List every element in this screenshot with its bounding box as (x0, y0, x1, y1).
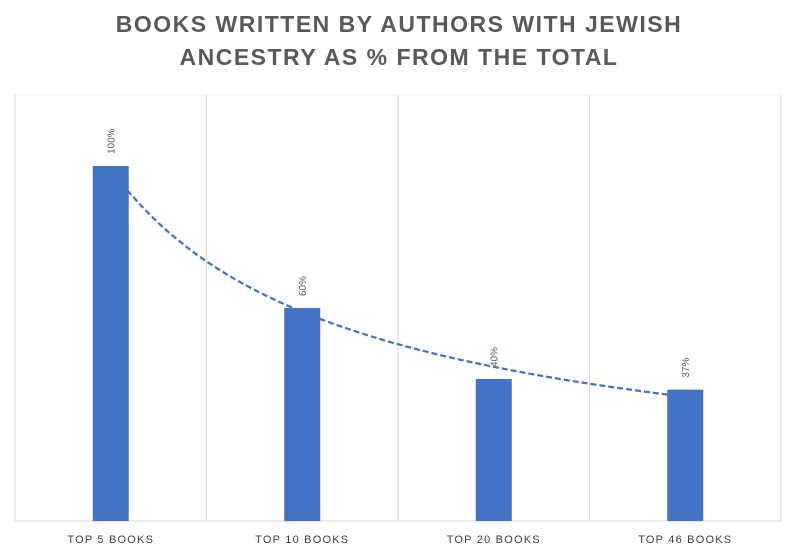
chart-title-line-1: BOOKS WRITTEN BY AUTHORS WITH JEWISH (115, 11, 683, 37)
data-label-2: 60% (298, 276, 309, 296)
x-tick-label-4: TOP 46 BOOKS (638, 534, 732, 546)
bar-3 (475, 379, 512, 521)
x-tick-label-1: TOP 5 BOOKS (67, 534, 154, 546)
trendline (109, 168, 686, 398)
data-label-4: 37% (681, 358, 692, 378)
x-tick-label-2: TOP 10 BOOKS (255, 534, 349, 546)
bar-2 (284, 308, 321, 521)
chart-title: BOOKS WRITTEN BY AUTHORS WITH JEWISH ANC… (0, 8, 798, 74)
bar-1 (92, 166, 129, 521)
x-tick-label-3: TOP 20 BOOKS (447, 534, 541, 546)
bar-4 (667, 389, 704, 521)
chart-title-line-2: ANCESTRY AS % FROM THE TOTAL (179, 44, 619, 70)
data-label-3: 40% (489, 347, 500, 367)
data-label-1: 100% (106, 128, 117, 154)
